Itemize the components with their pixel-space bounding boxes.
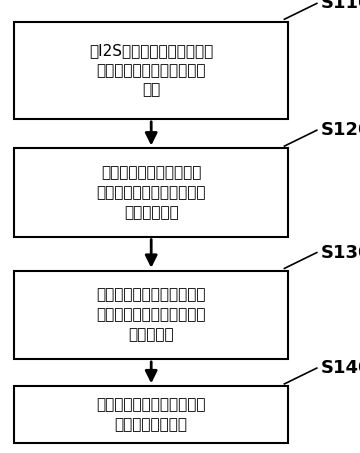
Text: 对I2S信号进行模数转换和滤
波整形，得到信号中的各类
数据: 对I2S信号进行模数转换和滤 波整形，得到信号中的各类 数据	[89, 43, 213, 97]
Text: S130: S130	[320, 244, 360, 261]
Bar	[14, 271, 288, 359]
Bar	[14, 149, 288, 237]
Text: S120: S120	[320, 121, 360, 139]
Text: S110: S110	[320, 0, 360, 12]
Text: 利用最高有效位或者最低有
效位将音频数据与帧同步数
据进行对齐: 利用最高有效位或者最低有 效位将音频数据与帧同步数 据进行对齐	[96, 288, 206, 342]
Bar	[14, 22, 288, 119]
Text: 根据对齐之后的各类数据形
成对应的对齐信号: 根据对齐之后的各类数据形 成对应的对齐信号	[96, 397, 206, 432]
Text: 对超前的数据进行滞后处
理，致使帧同步数据与时钟
数据进行对齐: 对超前的数据进行滞后处 理，致使帧同步数据与时钟 数据进行对齐	[96, 165, 206, 220]
Text: S140: S140	[320, 359, 360, 377]
Bar	[14, 386, 288, 443]
